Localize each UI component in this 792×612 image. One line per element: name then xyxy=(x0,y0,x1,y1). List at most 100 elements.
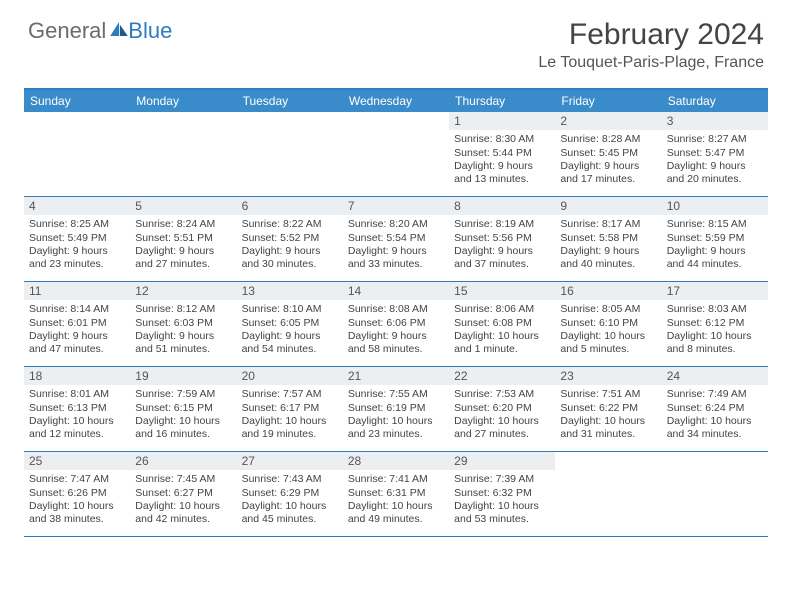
day-cell: 29Sunrise: 7:39 AMSunset: 6:32 PMDayligh… xyxy=(449,452,555,536)
daylight-line-2: and 27 minutes. xyxy=(454,428,550,441)
day-number: 5 xyxy=(130,197,236,215)
day-number: 9 xyxy=(555,197,661,215)
day-cell: 9 Sunrise: 8:17 AMSunset: 5:58 PMDaylight… xyxy=(555,197,661,281)
day-cell: 2Sunrise: 8:28 AMSunset: 5:45 PMDaylight… xyxy=(555,112,661,196)
day-cell: 20Sunrise: 7:57 AMSunset: 6:17 PMDayligh… xyxy=(237,367,343,451)
daylight-line-2: and 34 minutes. xyxy=(667,428,763,441)
sunrise-line: Sunrise: 8:30 AM xyxy=(454,133,550,146)
daylight-line-2: and 42 minutes. xyxy=(135,513,231,526)
sunset-line: Sunset: 6:32 PM xyxy=(454,487,550,500)
day-number: 20 xyxy=(237,367,343,385)
day-number: 19 xyxy=(130,367,236,385)
day-number: 24 xyxy=(662,367,768,385)
daylight-line-1: Daylight: 10 hours xyxy=(667,415,763,428)
sunrise-line: Sunrise: 8:14 AM xyxy=(29,303,125,316)
day-detail: Sunrise: 8:01 AMSunset: 6:13 PMDaylight:… xyxy=(24,385,130,445)
sunrise-line: Sunrise: 7:59 AM xyxy=(135,388,231,401)
day-number: 22 xyxy=(449,367,555,385)
sunrise-line: Sunrise: 7:45 AM xyxy=(135,473,231,486)
sunset-line: Sunset: 6:05 PM xyxy=(242,317,338,330)
day-detail: Sunrise: 7:47 AMSunset: 6:26 PMDaylight:… xyxy=(24,470,130,530)
daylight-line-1: Daylight: 9 hours xyxy=(135,245,231,258)
day-cell: 24Sunrise: 7:49 AMSunset: 6:24 PMDayligh… xyxy=(662,367,768,451)
sunset-line: Sunset: 6:19 PM xyxy=(348,402,444,415)
daylight-line-1: Daylight: 10 hours xyxy=(135,415,231,428)
sunrise-line: Sunrise: 8:28 AM xyxy=(560,133,656,146)
day-detail: Sunrise: 8:27 AMSunset: 5:47 PMDaylight:… xyxy=(662,130,768,190)
day-cell: 23Sunrise: 7:51 AMSunset: 6:22 PMDayligh… xyxy=(555,367,661,451)
location-label: Le Touquet-Paris-Plage, France xyxy=(538,54,764,72)
daylight-line-1: Daylight: 10 hours xyxy=(348,500,444,513)
sunset-line: Sunset: 6:08 PM xyxy=(454,317,550,330)
daylight-line-1: Daylight: 9 hours xyxy=(560,245,656,258)
sunrise-line: Sunrise: 7:39 AM xyxy=(454,473,550,486)
day-number: 1 xyxy=(449,112,555,130)
sunset-line: Sunset: 5:44 PM xyxy=(454,147,550,160)
sunrise-line: Sunrise: 8:15 AM xyxy=(667,218,763,231)
daylight-line-1: Daylight: 10 hours xyxy=(454,330,550,343)
sunset-line: Sunset: 5:58 PM xyxy=(560,232,656,245)
day-number: 27 xyxy=(237,452,343,470)
daylight-line-1: Daylight: 10 hours xyxy=(454,415,550,428)
sunset-line: Sunset: 6:20 PM xyxy=(454,402,550,415)
day-detail: Sunrise: 7:59 AMSunset: 6:15 PMDaylight:… xyxy=(130,385,236,445)
day-detail: Sunrise: 8:14 AMSunset: 6:01 PMDaylight:… xyxy=(24,300,130,360)
day-cell: 12Sunrise: 8:12 AMSunset: 6:03 PMDayligh… xyxy=(130,282,236,366)
logo-word-blue: Blue xyxy=(128,18,172,44)
daylight-line-1: Daylight: 10 hours xyxy=(29,415,125,428)
sunset-line: Sunset: 6:10 PM xyxy=(560,317,656,330)
daylight-line-1: Daylight: 9 hours xyxy=(348,245,444,258)
daylight-line-2: and 37 minutes. xyxy=(454,258,550,271)
week-row: 11Sunrise: 8:14 AMSunset: 6:01 PMDayligh… xyxy=(24,282,768,367)
daylight-line-2: and 5 minutes. xyxy=(560,343,656,356)
empty-cell xyxy=(24,112,130,196)
daylight-line-1: Daylight: 9 hours xyxy=(135,330,231,343)
day-cell: 3Sunrise: 8:27 AMSunset: 5:47 PMDaylight… xyxy=(662,112,768,196)
day-cell: 11Sunrise: 8:14 AMSunset: 6:01 PMDayligh… xyxy=(24,282,130,366)
sunrise-line: Sunrise: 8:20 AM xyxy=(348,218,444,231)
sunset-line: Sunset: 6:06 PM xyxy=(348,317,444,330)
daylight-line-1: Daylight: 9 hours xyxy=(667,160,763,173)
daylight-line-1: Daylight: 10 hours xyxy=(560,330,656,343)
daylight-line-2: and 23 minutes. xyxy=(29,258,125,271)
sunset-line: Sunset: 6:13 PM xyxy=(29,402,125,415)
weekday-header: Sunday xyxy=(24,90,130,112)
daylight-line-2: and 54 minutes. xyxy=(242,343,338,356)
day-cell: 21Sunrise: 7:55 AMSunset: 6:19 PMDayligh… xyxy=(343,367,449,451)
day-number: 12 xyxy=(130,282,236,300)
sunset-line: Sunset: 6:12 PM xyxy=(667,317,763,330)
daylight-line-2: and 19 minutes. xyxy=(242,428,338,441)
day-number: 17 xyxy=(662,282,768,300)
empty-cell xyxy=(130,112,236,196)
day-detail: Sunrise: 8:19 AMSunset: 5:56 PMDaylight:… xyxy=(449,215,555,275)
day-detail: Sunrise: 7:57 AMSunset: 6:17 PMDaylight:… xyxy=(237,385,343,445)
day-detail: Sunrise: 8:08 AMSunset: 6:06 PMDaylight:… xyxy=(343,300,449,360)
day-detail: Sunrise: 8:10 AMSunset: 6:05 PMDaylight:… xyxy=(237,300,343,360)
day-cell: 4Sunrise: 8:25 AMSunset: 5:49 PMDaylight… xyxy=(24,197,130,281)
sunrise-line: Sunrise: 8:27 AM xyxy=(667,133,763,146)
daylight-line-2: and 17 minutes. xyxy=(560,173,656,186)
daylight-line-2: and 40 minutes. xyxy=(560,258,656,271)
daylight-line-2: and 45 minutes. xyxy=(242,513,338,526)
week-row: 18Sunrise: 8:01 AMSunset: 6:13 PMDayligh… xyxy=(24,367,768,452)
day-detail: Sunrise: 7:55 AMSunset: 6:19 PMDaylight:… xyxy=(343,385,449,445)
daylight-line-2: and 31 minutes. xyxy=(560,428,656,441)
day-number: 7 xyxy=(343,197,449,215)
weekday-header: Wednesday xyxy=(343,90,449,112)
daylight-line-1: Daylight: 10 hours xyxy=(135,500,231,513)
day-detail: Sunrise: 8:03 AMSunset: 6:12 PMDaylight:… xyxy=(662,300,768,360)
daylight-line-2: and 13 minutes. xyxy=(454,173,550,186)
daylight-line-2: and 44 minutes. xyxy=(667,258,763,271)
weekday-header: Saturday xyxy=(662,90,768,112)
daylight-line-1: Daylight: 9 hours xyxy=(29,245,125,258)
day-cell: 16Sunrise: 8:05 AMSunset: 6:10 PMDayligh… xyxy=(555,282,661,366)
sunrise-line: Sunrise: 8:17 AM xyxy=(560,218,656,231)
day-detail: Sunrise: 7:39 AMSunset: 6:32 PMDaylight:… xyxy=(449,470,555,530)
day-number: 23 xyxy=(555,367,661,385)
weekday-header: Friday xyxy=(555,90,661,112)
title-block: February 2024 Le Touquet-Paris-Plage, Fr… xyxy=(538,18,764,72)
day-detail: Sunrise: 7:43 AMSunset: 6:29 PMDaylight:… xyxy=(237,470,343,530)
day-number: 6 xyxy=(237,197,343,215)
daylight-line-2: and 8 minutes. xyxy=(667,343,763,356)
day-cell: 7Sunrise: 8:20 AMSunset: 5:54 PMDaylight… xyxy=(343,197,449,281)
